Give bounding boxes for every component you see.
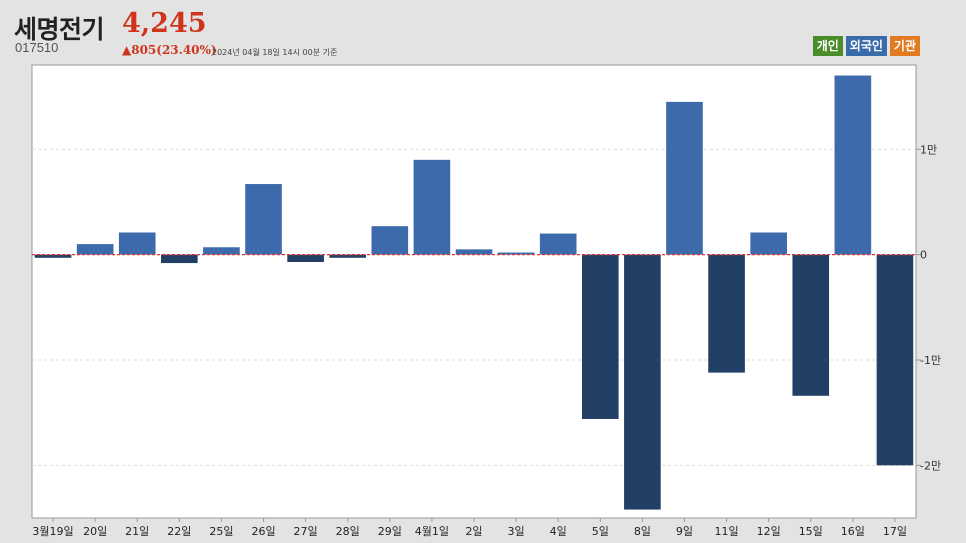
bar-25일: [203, 247, 240, 255]
x-tick-label: 28일: [336, 524, 360, 538]
bar-4일: [539, 233, 577, 255]
bar-27일: [287, 254, 324, 263]
bar-21일: [118, 232, 156, 255]
legend-institution-button[interactable]: 기관: [889, 36, 920, 56]
x-tick-label: 5일: [592, 524, 609, 538]
x-tick-label: 3월19일: [32, 524, 73, 538]
bar-12일: [750, 232, 787, 255]
x-tick-label: 3일: [508, 524, 525, 538]
x-tick-label: 9일: [676, 524, 693, 538]
bar-28일: [329, 254, 367, 258]
investor-legend: 개인 외국인 기관: [812, 36, 920, 56]
x-tick-label: 21일: [125, 524, 149, 538]
bar-2일: [455, 249, 493, 255]
x-tick-label: 15일: [799, 524, 823, 538]
bar-16일: [834, 75, 872, 255]
stock-code: 017510: [15, 40, 59, 55]
bar-29일: [371, 226, 409, 255]
y-tick-label: -1만: [920, 354, 941, 367]
x-tick-label: 20일: [83, 524, 107, 538]
y-tick-label: 0: [920, 249, 927, 262]
bar-20일: [76, 244, 114, 255]
bar-15일: [792, 254, 830, 396]
plot-area: [31, 64, 917, 519]
bar-3월19일: [34, 254, 72, 258]
bar-11일: [708, 254, 745, 373]
x-tick-label: 16일: [841, 524, 865, 538]
timestamp: 2024년 04월 18일 14시 00분 기준: [212, 48, 338, 57]
legend-individual-button[interactable]: 개인: [812, 36, 843, 56]
bar-26일: [245, 184, 282, 255]
bar-5일: [581, 254, 619, 419]
x-tick-label: 2일: [465, 524, 482, 538]
x-tick-label: 29일: [378, 524, 402, 538]
x-tick-label: 22일: [167, 524, 191, 538]
price-change: ▲805(23.40%): [122, 43, 217, 57]
x-tick-label: 8일: [634, 524, 651, 538]
x-tick-label: 12일: [757, 524, 781, 538]
x-tick-label: 26일: [251, 524, 275, 538]
stock-price: 4,245: [122, 8, 207, 39]
y-tick-label: -2만: [920, 459, 941, 472]
x-tick-label: 27일: [294, 524, 318, 538]
bar-4월1일: [413, 159, 451, 255]
legend-foreign-button[interactable]: 외국인: [845, 36, 887, 56]
x-tick-label: 4일: [550, 524, 567, 538]
bar-22일: [161, 254, 198, 264]
x-tick-label: 4월1일: [415, 524, 449, 538]
x-tick-label: 25일: [209, 524, 233, 538]
bar-17일: [876, 254, 914, 466]
bar-9일: [666, 101, 703, 255]
x-tick-label: 11일: [715, 524, 739, 538]
bar-3일: [497, 252, 535, 255]
stock-name: 세명전기: [14, 15, 105, 44]
y-tick-label: 1만: [920, 143, 937, 156]
x-tick-label: 17일: [883, 524, 907, 538]
bar-8일: [624, 254, 661, 510]
